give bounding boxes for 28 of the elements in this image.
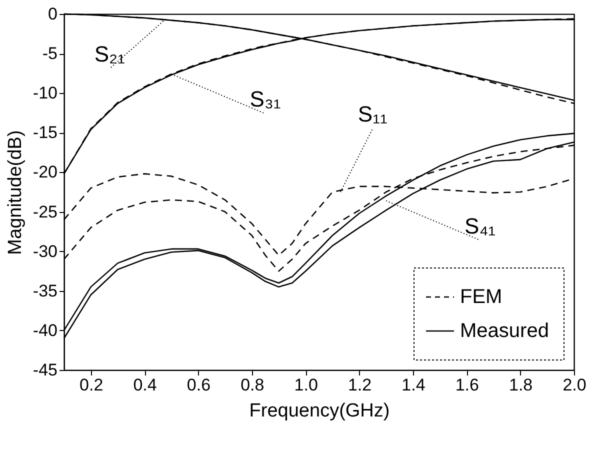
x-tick-label: 1.4: [402, 376, 426, 394]
x-axis-title: Frequency(GHz): [249, 400, 390, 422]
y-tick-label: -40: [32, 320, 58, 340]
x-tick-label: 1.6: [455, 376, 479, 394]
y-tick-label: -5: [42, 44, 58, 64]
legend-label: FEM: [460, 286, 502, 308]
x-tick-label: 1.8: [508, 376, 533, 394]
y-tick-label: -15: [32, 123, 58, 142]
x-tick-label: 0.8: [240, 376, 264, 394]
x-tick-label: 0.6: [186, 376, 211, 394]
annotation: S₄₁: [464, 213, 496, 238]
annotation: S₁₁: [358, 102, 388, 127]
y-tick-label: -30: [32, 242, 58, 261]
y-tick-label: -25: [32, 202, 58, 222]
y-tick-label: 0: [48, 4, 58, 24]
x-tick-label: 0.2: [80, 376, 104, 394]
x-tick-label: 0.4: [133, 376, 157, 394]
y-tick-label: -20: [32, 162, 58, 182]
y-tick-label: -35: [32, 281, 58, 300]
legend-label: Measured: [460, 320, 549, 342]
annotation: S₂₁: [94, 42, 125, 67]
x-tick-label: 1.0: [294, 376, 318, 394]
x-tick-label: 2.0: [562, 376, 586, 394]
x-tick-label: 1.2: [348, 376, 372, 394]
y-tick-label: -45: [32, 360, 58, 380]
y-axis-title: Magnitude(dB): [4, 130, 26, 255]
y-tick-label: -10: [32, 84, 58, 103]
annotation: S₃₁: [250, 86, 281, 112]
